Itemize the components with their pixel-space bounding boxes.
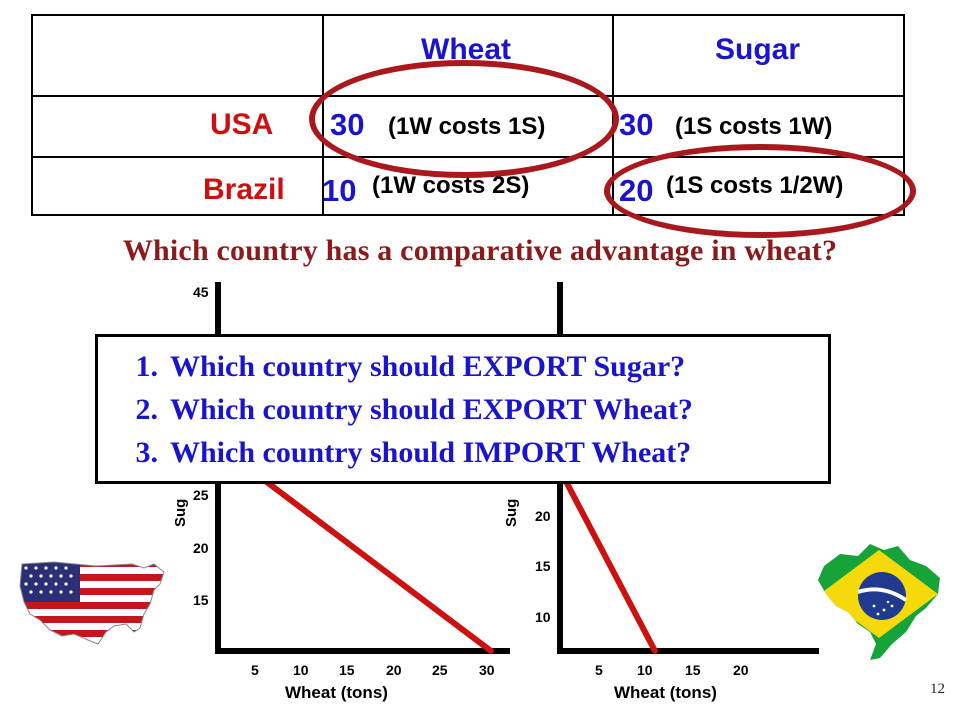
table-divider xyxy=(33,95,903,97)
x-tick-label: 30 xyxy=(479,662,495,678)
y-tick-label: 10 xyxy=(535,609,551,625)
y-tick-label: 20 xyxy=(193,540,209,556)
x-axis xyxy=(557,648,819,654)
y-tick-label: 45 xyxy=(193,284,209,300)
x-tick-label: 15 xyxy=(339,662,355,678)
x-tick-label: 25 xyxy=(432,662,448,678)
table-divider xyxy=(322,16,324,214)
x-tick-label: 20 xyxy=(733,662,749,678)
x-tick-label: 10 xyxy=(293,662,309,678)
question-number: 3. xyxy=(135,436,159,469)
y-axis-label: Sug xyxy=(503,498,520,527)
table-divider xyxy=(33,156,903,158)
usa-sugar-note: (1S costs 1W) xyxy=(675,113,833,140)
usa-sugar-value: 30 xyxy=(619,107,654,142)
question-text: Which country should EXPORT Wheat? xyxy=(170,393,693,426)
question-number: 1. xyxy=(135,350,159,383)
question-item: 2. Which country should EXPORT Wheat? xyxy=(98,388,828,431)
x-tick-label: 5 xyxy=(595,662,603,678)
header-sugar: Sugar xyxy=(715,33,801,66)
x-tick-label: 20 xyxy=(386,662,402,678)
x-axis xyxy=(215,648,510,654)
question-text: Which country should IMPORT Wheat? xyxy=(170,436,692,469)
x-axis-label: Wheat (tons) xyxy=(285,683,388,702)
comparative-advantage-question: Which country has a comparative advantag… xyxy=(122,234,838,267)
country-brazil: Brazil xyxy=(203,173,285,206)
brazil-ppf-line xyxy=(557,467,658,654)
brazil-sugar-value: 20 xyxy=(619,173,654,208)
x-tick-label: 15 xyxy=(685,662,701,678)
brazil-wheat-value: 10 xyxy=(322,173,357,208)
brazil-sugar-note: (1S costs 1/2W) xyxy=(666,172,844,199)
question-number: 2. xyxy=(135,393,159,426)
x-tick-label: 10 xyxy=(637,662,653,678)
usa-wheat-value: 30 xyxy=(330,107,365,142)
x-tick-label: 5 xyxy=(251,662,259,678)
y-tick-label: 15 xyxy=(535,558,551,574)
question-item: 3. Which country should IMPORT Wheat? xyxy=(98,431,828,474)
y-tick-label: 15 xyxy=(193,592,209,608)
question-text: Which country should EXPORT Sugar? xyxy=(170,350,686,383)
page-number: 12 xyxy=(930,681,945,697)
questions-box: 1. Which country should EXPORT Sugar? 2. W… xyxy=(95,334,831,484)
country-usa: USA xyxy=(210,108,274,141)
y-tick-label: 20 xyxy=(535,508,551,524)
usa-wheat-note: (1W costs 1S) xyxy=(388,113,546,140)
question-item: 1. Which country should EXPORT Sugar? xyxy=(98,345,828,388)
usa-map-flag-icon xyxy=(19,561,165,645)
x-axis-label: Wheat (tons) xyxy=(614,683,717,702)
brazil-map-flag-icon xyxy=(818,544,940,660)
y-tick-label: 25 xyxy=(193,487,209,503)
